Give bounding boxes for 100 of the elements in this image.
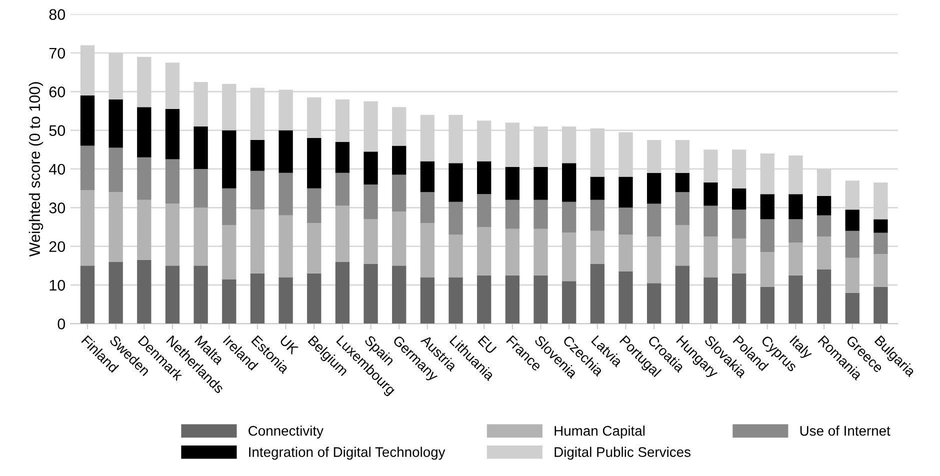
bar <box>590 200 604 231</box>
bar <box>392 174 406 212</box>
y-axis-title: Weighted score (0 to 100) <box>28 82 44 257</box>
bar <box>335 206 350 262</box>
bar <box>704 277 718 324</box>
bar <box>222 130 236 188</box>
bar <box>392 146 406 175</box>
bar <box>165 159 180 204</box>
bar <box>505 167 520 200</box>
bar <box>788 194 803 220</box>
bar <box>108 99 123 148</box>
bar <box>646 236 662 284</box>
legend-label: Human Capital <box>554 426 645 439</box>
bar <box>364 184 378 220</box>
bar <box>788 275 803 324</box>
bar <box>816 270 832 324</box>
bar <box>816 196 832 216</box>
y-tick-label: 80 <box>49 9 66 20</box>
bar <box>477 275 492 324</box>
bar <box>222 279 236 324</box>
bar <box>534 228 548 276</box>
bar <box>80 146 95 190</box>
bar <box>732 273 746 324</box>
bar <box>675 192 690 226</box>
bar <box>108 148 123 192</box>
legend-label: Digital Public Services <box>554 446 690 460</box>
bar <box>307 138 322 188</box>
bar <box>590 264 604 324</box>
bar <box>307 223 322 274</box>
bar <box>646 172 662 204</box>
legend-label: Integration of Digital Technology <box>249 446 446 460</box>
bar <box>194 208 208 266</box>
bar <box>250 140 265 171</box>
bar <box>165 204 180 266</box>
bar <box>222 188 236 226</box>
bar <box>364 264 378 324</box>
bar <box>165 266 180 324</box>
bar <box>364 219 378 264</box>
bar <box>675 266 690 324</box>
bar <box>788 219 803 242</box>
bar <box>874 254 888 287</box>
bar <box>222 225 236 280</box>
bar <box>80 190 95 266</box>
bar <box>137 200 152 260</box>
bar <box>845 230 860 258</box>
bar <box>194 168 208 208</box>
bar <box>704 182 718 206</box>
bar <box>760 194 774 220</box>
bar <box>534 200 548 229</box>
bar <box>788 242 803 276</box>
bar <box>448 234 463 278</box>
bar <box>874 286 888 324</box>
bar <box>845 258 860 293</box>
y-tick-label: 10 <box>50 280 66 291</box>
bar <box>618 271 633 324</box>
bar <box>562 163 576 202</box>
bar <box>874 219 888 233</box>
bar <box>392 212 406 266</box>
y-tick-label: 0 <box>58 318 66 330</box>
bar <box>562 281 576 324</box>
y-tick-label: 60 <box>49 86 66 98</box>
bar <box>477 226 492 276</box>
bar <box>278 277 293 324</box>
bar <box>646 204 662 237</box>
bar <box>420 277 435 324</box>
y-tick-label: 40 <box>49 164 66 175</box>
bar <box>845 210 860 231</box>
bar <box>704 206 718 237</box>
bar <box>732 188 746 210</box>
bar <box>816 215 832 237</box>
bar <box>618 234 633 272</box>
bar <box>278 172 293 216</box>
bar <box>816 236 832 270</box>
bar <box>760 219 774 252</box>
y-tick-label: 50 <box>49 125 66 136</box>
bar <box>562 232 576 282</box>
bar <box>760 286 774 324</box>
bar <box>420 161 435 192</box>
bar <box>448 202 463 235</box>
y-tick-label: 70 <box>49 48 66 59</box>
bar <box>874 232 888 254</box>
legend-label: Use of Internet <box>800 426 890 436</box>
bar <box>250 170 265 210</box>
bar <box>420 192 435 224</box>
bar <box>137 260 152 324</box>
bar <box>108 262 123 324</box>
bar <box>448 277 463 324</box>
bar <box>194 266 208 324</box>
bar <box>618 208 633 235</box>
bar <box>194 126 208 169</box>
bar <box>590 176 604 200</box>
bar <box>165 109 180 160</box>
bar <box>335 262 350 324</box>
legend-label: Connectivity <box>248 426 324 439</box>
y-tick-label: 20 <box>49 241 66 252</box>
bar <box>335 142 350 173</box>
bar <box>675 172 690 192</box>
bar <box>845 292 860 324</box>
bar <box>505 228 520 276</box>
bar <box>477 161 492 194</box>
